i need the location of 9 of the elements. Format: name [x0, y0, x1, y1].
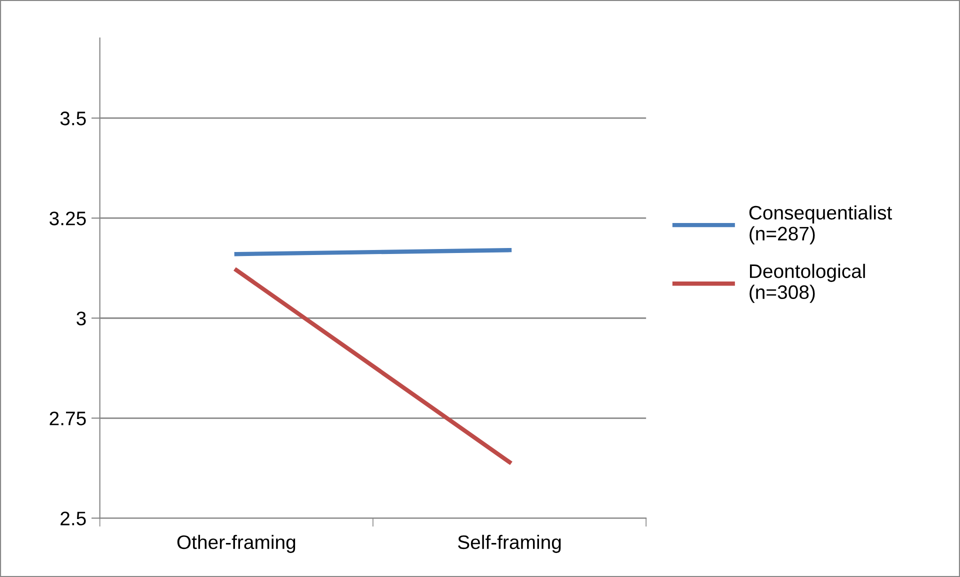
legend-label: Consequentialist (n=287)	[749, 205, 892, 244]
y-tick-label: 3	[76, 312, 86, 326]
legend-label: Deontological (n=308)	[750, 264, 865, 303]
x-tick-label: Self-framing	[458, 534, 561, 553]
y-tick-label: 2.75	[50, 412, 86, 426]
y-tick-label: 3.25	[50, 212, 86, 226]
y-tick-label: 2.5	[60, 512, 86, 526]
y-tick-label: 3.5	[60, 112, 86, 126]
x-tick-label: Other-framing	[177, 534, 296, 553]
